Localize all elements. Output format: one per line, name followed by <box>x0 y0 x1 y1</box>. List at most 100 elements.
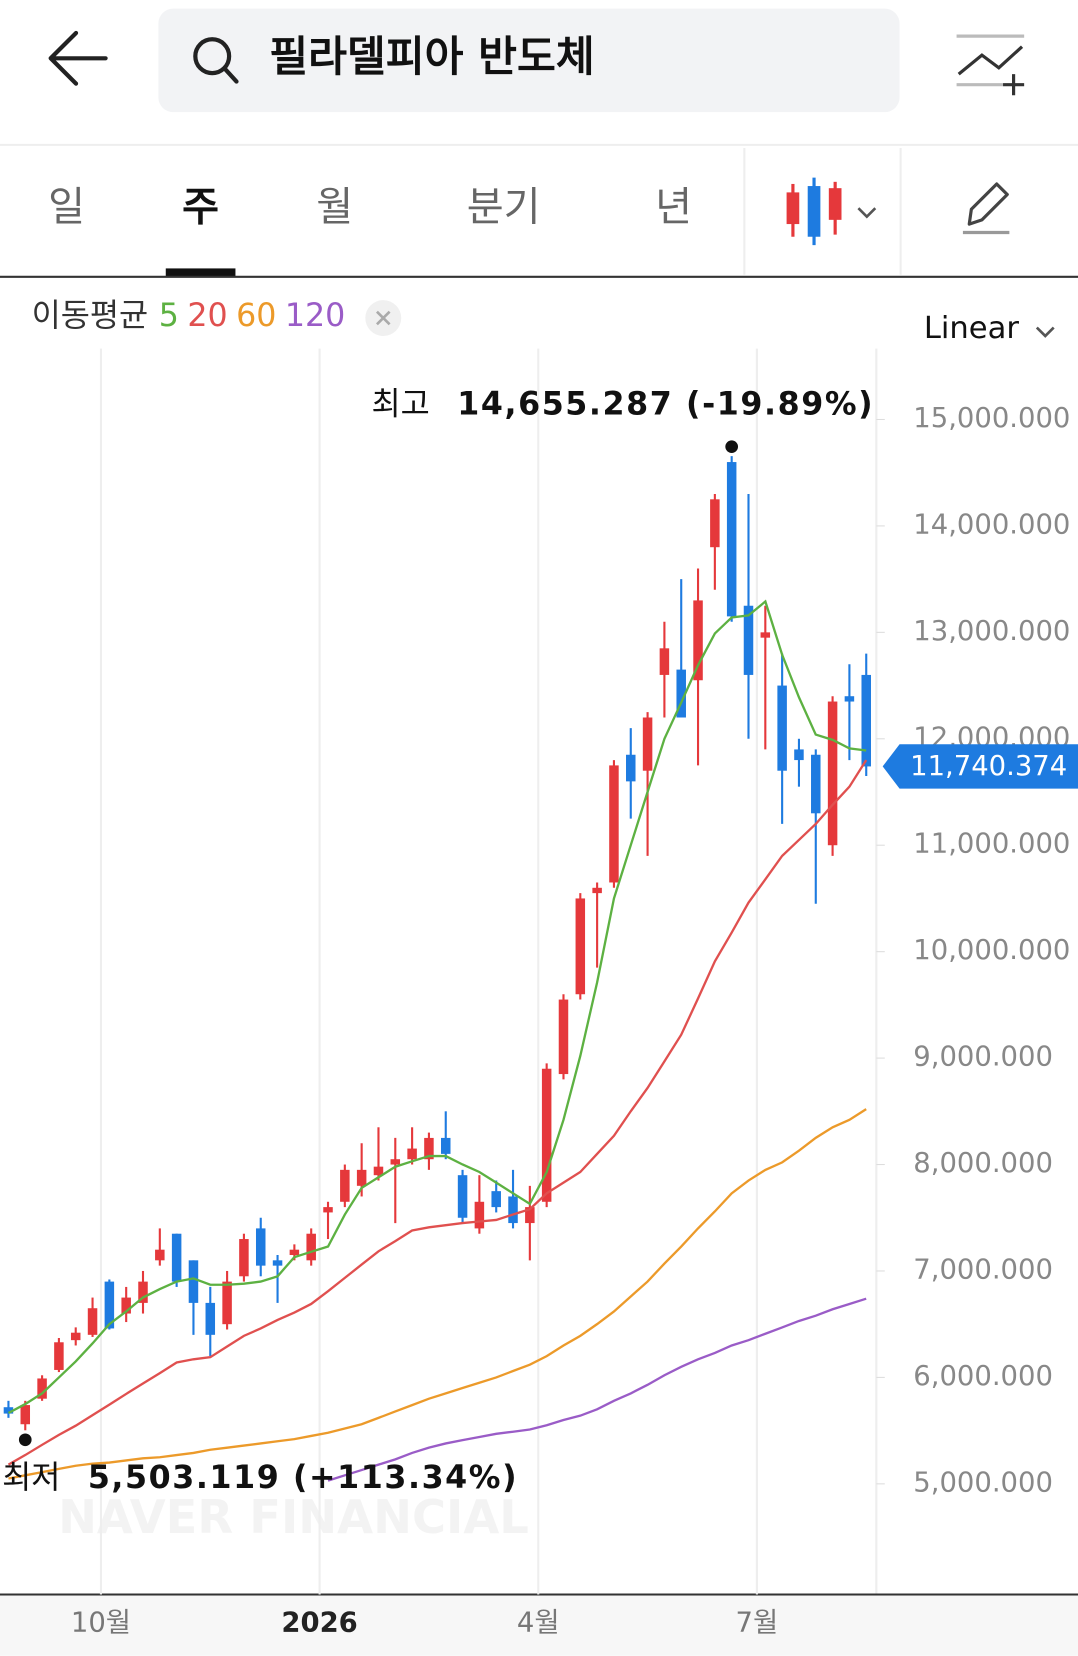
candle-body <box>70 1332 81 1341</box>
candle-body <box>20 1405 31 1425</box>
high-value: 14,655.287 <box>457 386 673 422</box>
chart-type-button[interactable] <box>786 177 877 246</box>
candle-body <box>289 1249 300 1256</box>
x-tick-label: 10월 <box>71 1608 131 1639</box>
current-price-tag <box>882 744 1078 789</box>
search-icon <box>222 66 239 84</box>
candle-body <box>794 749 804 761</box>
candle-body <box>811 754 821 814</box>
x-tick-label: 4월 <box>517 1608 560 1639</box>
search-icon <box>193 37 232 76</box>
candle-body <box>642 717 653 771</box>
candle-body <box>188 1260 199 1303</box>
period-tab[interactable]: 주 <box>182 184 219 230</box>
low-change: (+113.34%) <box>293 1460 518 1496</box>
candle-body <box>205 1302 216 1335</box>
period-tab[interactable]: 분기 <box>467 184 541 230</box>
candle-body <box>171 1233 182 1282</box>
x-axis-band <box>0 1595 1078 1656</box>
candle-body <box>710 499 720 548</box>
x-tick-label: 7월 <box>736 1608 779 1639</box>
watermark: NAVER FINANCIAL <box>58 1490 529 1544</box>
high-change: (-19.89%) <box>686 386 874 422</box>
candle-body <box>844 696 855 702</box>
candle-body <box>407 1148 417 1160</box>
period-tab[interactable]: 일 <box>48 184 85 230</box>
candle-body <box>340 1169 350 1202</box>
high-label: 최고 14,655.287 (-19.89%) <box>372 386 875 422</box>
ma-legend-item: 120 <box>285 298 345 334</box>
candle-body <box>121 1297 131 1314</box>
candle-body <box>424 1137 434 1160</box>
candle-body <box>255 1228 266 1266</box>
candle-body <box>592 887 602 894</box>
candle-body <box>861 674 871 767</box>
low-label: 최저 5,503.119 (+113.34%) <box>2 1460 518 1496</box>
y-tick-label: 9,000.000 <box>913 1042 1053 1073</box>
search-box[interactable] <box>158 8 900 113</box>
ma-line <box>8 1108 867 1480</box>
low-label-title: 최저 <box>2 1460 60 1496</box>
candle-body <box>104 1281 115 1329</box>
ma-close-icon <box>375 310 391 326</box>
candle-body <box>222 1281 232 1325</box>
y-tick-label: 8,000.000 <box>913 1148 1053 1179</box>
draw-button[interactable] <box>962 182 1010 235</box>
y-tick-label: 15,000.000 <box>913 403 1070 434</box>
candle-body <box>323 1207 333 1213</box>
compare-button[interactable] <box>956 34 1025 96</box>
candle-body <box>541 1068 552 1202</box>
ma-line <box>7 599 867 1415</box>
candle-body <box>609 765 619 883</box>
x-tick-label: 2026 <box>281 1608 357 1639</box>
high-marker <box>725 440 739 454</box>
candle-body <box>626 754 636 782</box>
low-marker <box>18 1433 32 1447</box>
candle-body <box>659 648 670 675</box>
y-tick-label: 13,000.000 <box>913 616 1070 647</box>
candle-body <box>508 1196 518 1224</box>
scale-mode-chevron <box>1035 326 1055 338</box>
ma-legend-item: 5 <box>159 298 179 334</box>
candle-body <box>54 1342 64 1370</box>
candle-body <box>575 898 586 995</box>
candle-body <box>306 1233 316 1261</box>
y-tick-label: 5,000.000 <box>913 1467 1053 1498</box>
candle-body <box>474 1201 485 1229</box>
candle-body <box>155 1249 165 1261</box>
y-tick-label: 11,000.000 <box>913 829 1070 860</box>
candle-body <box>3 1407 14 1414</box>
candle-body <box>491 1191 501 1208</box>
period-tab[interactable]: 월 <box>316 184 353 230</box>
candle-body <box>390 1159 401 1165</box>
search-text[interactable]: 필라델피아 반도체 <box>269 32 594 81</box>
ma-legend-item: 20 <box>187 298 227 334</box>
candle-body <box>558 999 569 1075</box>
tab-indicator <box>165 268 236 277</box>
y-tick-label: 10,000.000 <box>913 935 1070 966</box>
ma-legend: 이동평균 5 20 60 120 <box>32 298 346 334</box>
candle-body <box>525 1207 535 1224</box>
candle-body <box>138 1281 148 1303</box>
high-label-title: 최고 <box>372 386 430 422</box>
candle-body <box>373 1166 384 1176</box>
scale-mode[interactable]: Linear <box>924 311 1020 346</box>
back-button[interactable] <box>48 30 108 86</box>
candle-body <box>693 600 703 681</box>
low-value: 5,503.119 <box>88 1460 281 1496</box>
candle-body <box>760 632 771 638</box>
candle-body <box>457 1175 468 1218</box>
candle-body <box>440 1137 451 1154</box>
candle-body <box>777 685 787 771</box>
y-tick-label: 14,000.000 <box>913 509 1070 540</box>
candle-body <box>87 1308 98 1335</box>
ma-legend-item: 60 <box>236 298 276 334</box>
candle-body <box>37 1378 47 1399</box>
candle-body <box>827 701 838 846</box>
period-tab[interactable]: 년 <box>655 184 692 230</box>
ma-line <box>7 759 868 1466</box>
ma-legend-title: 이동평균 <box>32 298 149 334</box>
header: 필라델피아 반도체 <box>48 8 1025 113</box>
candle-body <box>356 1169 367 1186</box>
